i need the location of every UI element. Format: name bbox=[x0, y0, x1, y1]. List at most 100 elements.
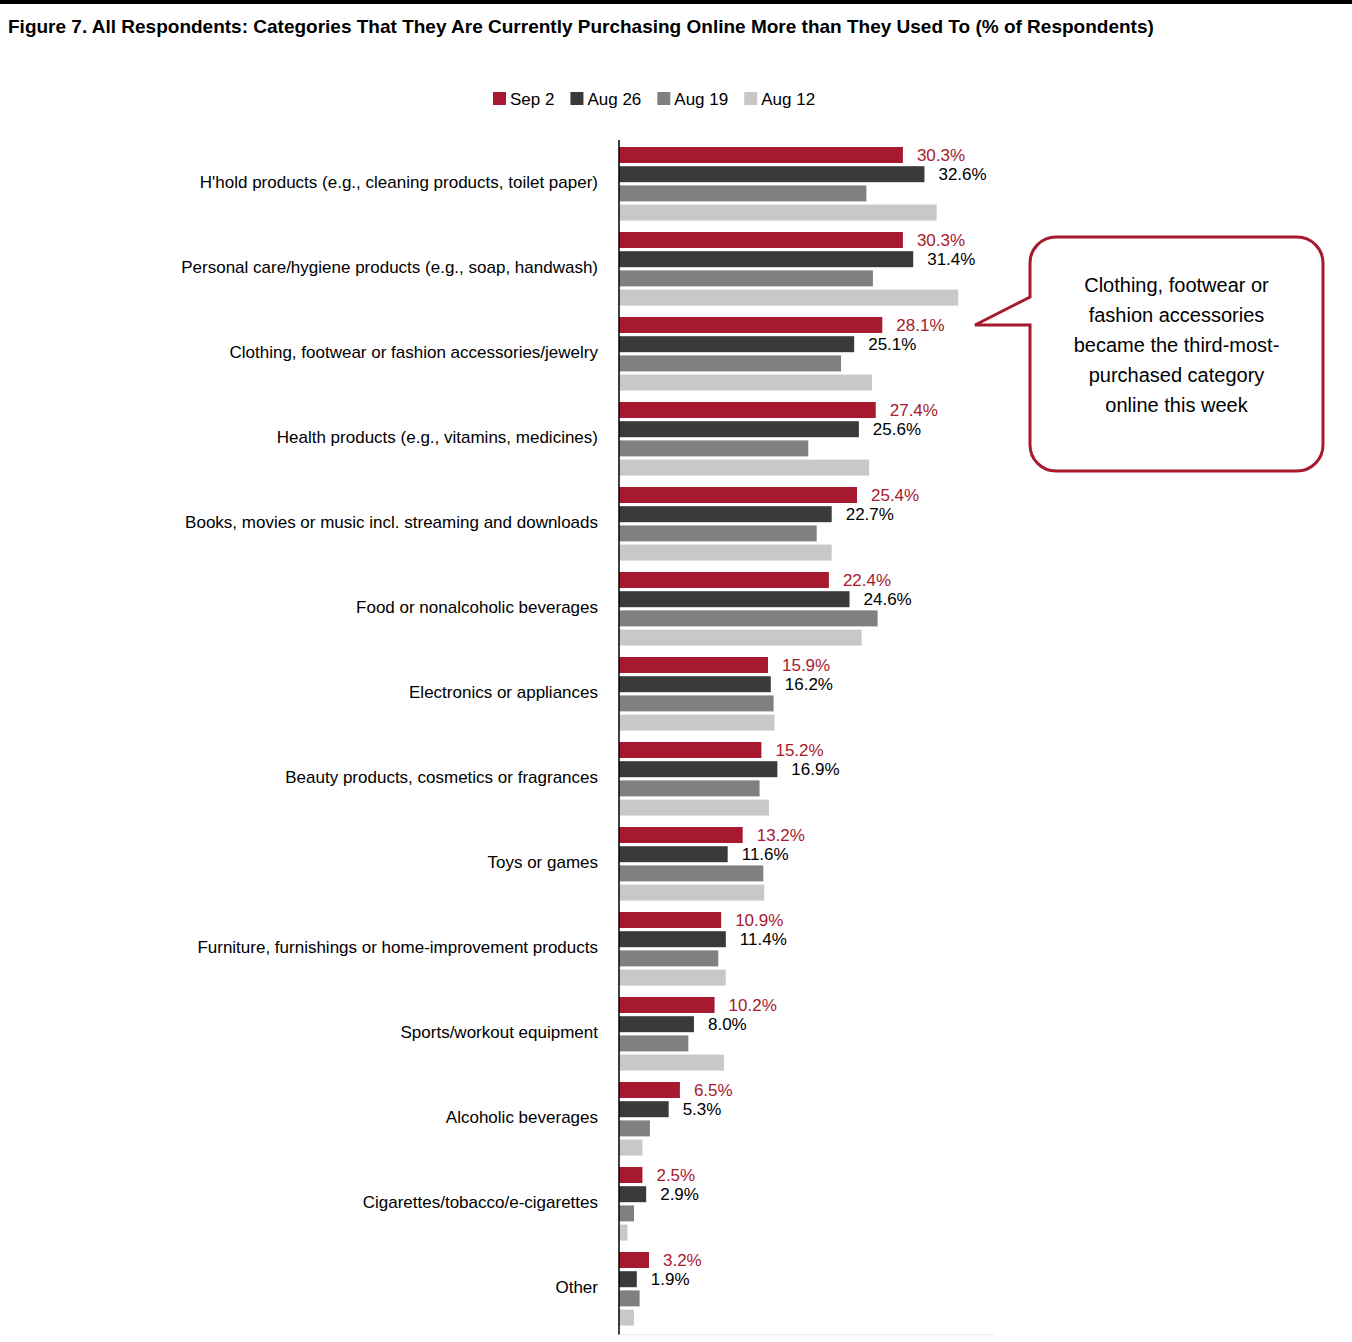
data-label: 15.9% bbox=[782, 656, 830, 675]
bar bbox=[619, 1310, 634, 1326]
bar bbox=[619, 1205, 634, 1221]
data-label: 25.6% bbox=[873, 420, 921, 439]
data-label: 16.9% bbox=[791, 760, 839, 779]
legend-swatch bbox=[493, 92, 506, 105]
bar bbox=[619, 865, 763, 881]
data-label: 32.6% bbox=[938, 165, 986, 184]
bar bbox=[619, 1271, 637, 1287]
data-label: 24.6% bbox=[864, 590, 912, 609]
bar bbox=[619, 525, 817, 541]
bar bbox=[619, 1016, 694, 1032]
data-label: 30.3% bbox=[917, 231, 965, 250]
data-label: 10.9% bbox=[735, 911, 783, 930]
legend-label: Aug 26 bbox=[587, 90, 641, 109]
bar bbox=[619, 336, 854, 352]
data-label: 28.1% bbox=[896, 316, 944, 335]
bar bbox=[619, 166, 924, 182]
bar bbox=[619, 676, 771, 692]
axis-range-line bbox=[619, 1334, 994, 1335]
data-label: 11.4% bbox=[740, 930, 787, 949]
callout-box bbox=[975, 237, 1323, 471]
bar bbox=[619, 1225, 627, 1241]
annotation-text: became the third-most- bbox=[1074, 334, 1280, 356]
category-label: Personal care/hygiene products (e.g., so… bbox=[181, 258, 598, 277]
category-label: Alcoholic beverages bbox=[446, 1108, 598, 1127]
bar bbox=[619, 1082, 680, 1098]
bar bbox=[619, 846, 728, 862]
bar bbox=[619, 1055, 724, 1071]
bar bbox=[619, 1101, 669, 1117]
data-label: 25.1% bbox=[868, 335, 916, 354]
category-label: Health products (e.g., vitamins, medicin… bbox=[277, 428, 598, 447]
bar bbox=[619, 270, 873, 286]
bar bbox=[619, 355, 841, 371]
data-label: 3.2% bbox=[663, 1251, 702, 1270]
bar bbox=[619, 545, 832, 561]
bar bbox=[619, 506, 832, 522]
bar bbox=[619, 1186, 646, 1202]
data-label: 30.3% bbox=[917, 146, 965, 165]
bar bbox=[619, 827, 743, 843]
data-label: 25.4% bbox=[871, 486, 919, 505]
bar bbox=[619, 1035, 688, 1051]
bar bbox=[619, 931, 726, 947]
bar bbox=[619, 610, 878, 626]
data-label: 27.4% bbox=[890, 401, 938, 420]
chart: Figure 7. All Respondents: Categories Th… bbox=[0, 0, 1352, 1342]
bar bbox=[619, 761, 777, 777]
bar bbox=[619, 375, 872, 391]
data-label: 2.9% bbox=[660, 1185, 699, 1204]
bar bbox=[619, 1252, 649, 1268]
category-label: Food or nonalcoholic beverages bbox=[356, 598, 598, 617]
category-label: Furniture, furnishings or home-improveme… bbox=[197, 938, 598, 957]
category-label: Toys or games bbox=[487, 853, 598, 872]
bar bbox=[619, 885, 764, 901]
data-label: 5.3% bbox=[683, 1100, 722, 1119]
bar bbox=[619, 715, 775, 731]
bar bbox=[619, 317, 882, 333]
bar bbox=[619, 912, 721, 928]
bar bbox=[619, 950, 718, 966]
data-label: 10.2% bbox=[729, 996, 777, 1015]
bar bbox=[619, 440, 808, 456]
bar bbox=[619, 800, 769, 816]
bar bbox=[619, 970, 726, 986]
title: Figure 7. All Respondents: Categories Th… bbox=[8, 16, 1154, 37]
labels: H'hold products (e.g., cleaning products… bbox=[181, 146, 986, 1297]
bar bbox=[619, 487, 857, 503]
bar bbox=[619, 997, 715, 1013]
bar bbox=[619, 251, 913, 267]
data-label: 22.4% bbox=[843, 571, 891, 590]
data-label: 8.0% bbox=[708, 1015, 747, 1034]
data-label: 16.2% bbox=[785, 675, 833, 694]
bars bbox=[619, 147, 958, 1326]
category-label: Clothing, footwear or fashion accessorie… bbox=[229, 343, 598, 362]
legend-label: Aug 12 bbox=[761, 90, 815, 109]
data-label: 13.2% bbox=[757, 826, 805, 845]
data-label: 6.5% bbox=[694, 1081, 733, 1100]
category-label: Other bbox=[555, 1278, 598, 1297]
bar bbox=[619, 1120, 650, 1136]
legend-swatch bbox=[657, 92, 670, 105]
bar bbox=[619, 205, 937, 221]
bar bbox=[619, 290, 958, 306]
bar bbox=[619, 147, 903, 163]
annotation-text: Clothing, footwear or bbox=[1084, 274, 1269, 296]
callout: Clothing, footwear orfashion accessories… bbox=[975, 237, 1323, 471]
category-label: H'hold products (e.g., cleaning products… bbox=[200, 173, 598, 192]
category-label: Electronics or appliances bbox=[409, 683, 598, 702]
bar bbox=[619, 742, 761, 758]
category-label: Sports/workout equipment bbox=[401, 1023, 599, 1042]
bar bbox=[619, 232, 903, 248]
legend-label: Sep 2 bbox=[510, 90, 554, 109]
title-rule bbox=[0, 0, 1352, 4]
data-label: 1.9% bbox=[651, 1270, 690, 1289]
data-label: 11.6% bbox=[742, 845, 789, 864]
bar bbox=[619, 185, 866, 201]
data-label: 15.2% bbox=[775, 741, 823, 760]
data-label: 2.5% bbox=[656, 1166, 695, 1185]
bar bbox=[619, 695, 774, 711]
bar bbox=[619, 591, 850, 607]
legend-label: Aug 19 bbox=[674, 90, 728, 109]
bar bbox=[619, 630, 862, 646]
